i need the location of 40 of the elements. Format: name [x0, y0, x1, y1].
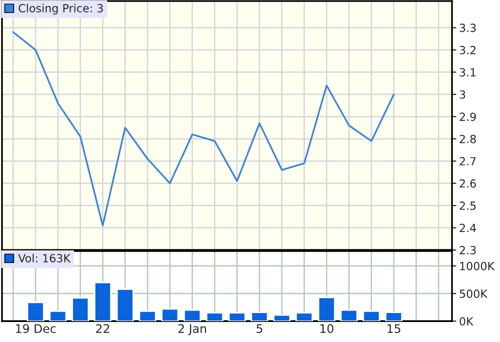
- y-tick-label: 2.5: [460, 202, 476, 210]
- bar: [206, 312, 224, 322]
- bar: [161, 308, 179, 322]
- y-tick-label: 2.4: [460, 224, 476, 232]
- x-tick-label: 19 Dec: [16, 324, 56, 334]
- y-tick-label: 2.6: [460, 179, 476, 188]
- bar: [116, 288, 134, 322]
- line-series: [12, 31, 395, 226]
- bar: [273, 314, 291, 322]
- bar: [49, 310, 67, 322]
- bar: [72, 297, 90, 322]
- bar: [295, 312, 313, 322]
- legend-label: Closing Price: 3: [18, 4, 103, 15]
- bar: [385, 312, 403, 322]
- bar: [318, 296, 336, 322]
- x-tick-label: 15: [388, 324, 400, 334]
- y-tick-label: 1000K: [460, 262, 495, 270]
- bar: [228, 312, 246, 322]
- x-tick-label: 22: [96, 324, 110, 333]
- bar: [94, 282, 112, 322]
- y-tick-label: 2.7: [460, 157, 476, 166]
- y-tick-label: 500K: [460, 290, 488, 298]
- bar: [340, 309, 358, 322]
- y-tick-label: 3.2: [460, 46, 476, 54]
- y-tick-label: 0K: [460, 317, 474, 326]
- x-tick-label: 10: [320, 324, 334, 334]
- y-tick-label: 2.3: [460, 246, 476, 254]
- y-tick-label: 3: [460, 90, 466, 99]
- y-tick-label: 3.3: [460, 24, 476, 32]
- legend-label: Vol: 163K: [18, 254, 71, 262]
- y-tick-label: 2.9: [460, 112, 476, 121]
- bar: [26, 302, 44, 322]
- bar: [362, 310, 380, 322]
- x-tick-label: 2 Jan: [178, 324, 206, 336]
- bar: [184, 309, 202, 322]
- y-tick-label: 2.8: [460, 134, 476, 144]
- bar: [250, 312, 268, 322]
- x-tick-label: 5: [256, 324, 262, 334]
- bar: [138, 310, 156, 322]
- y-tick-label: 3.1: [460, 68, 476, 77]
